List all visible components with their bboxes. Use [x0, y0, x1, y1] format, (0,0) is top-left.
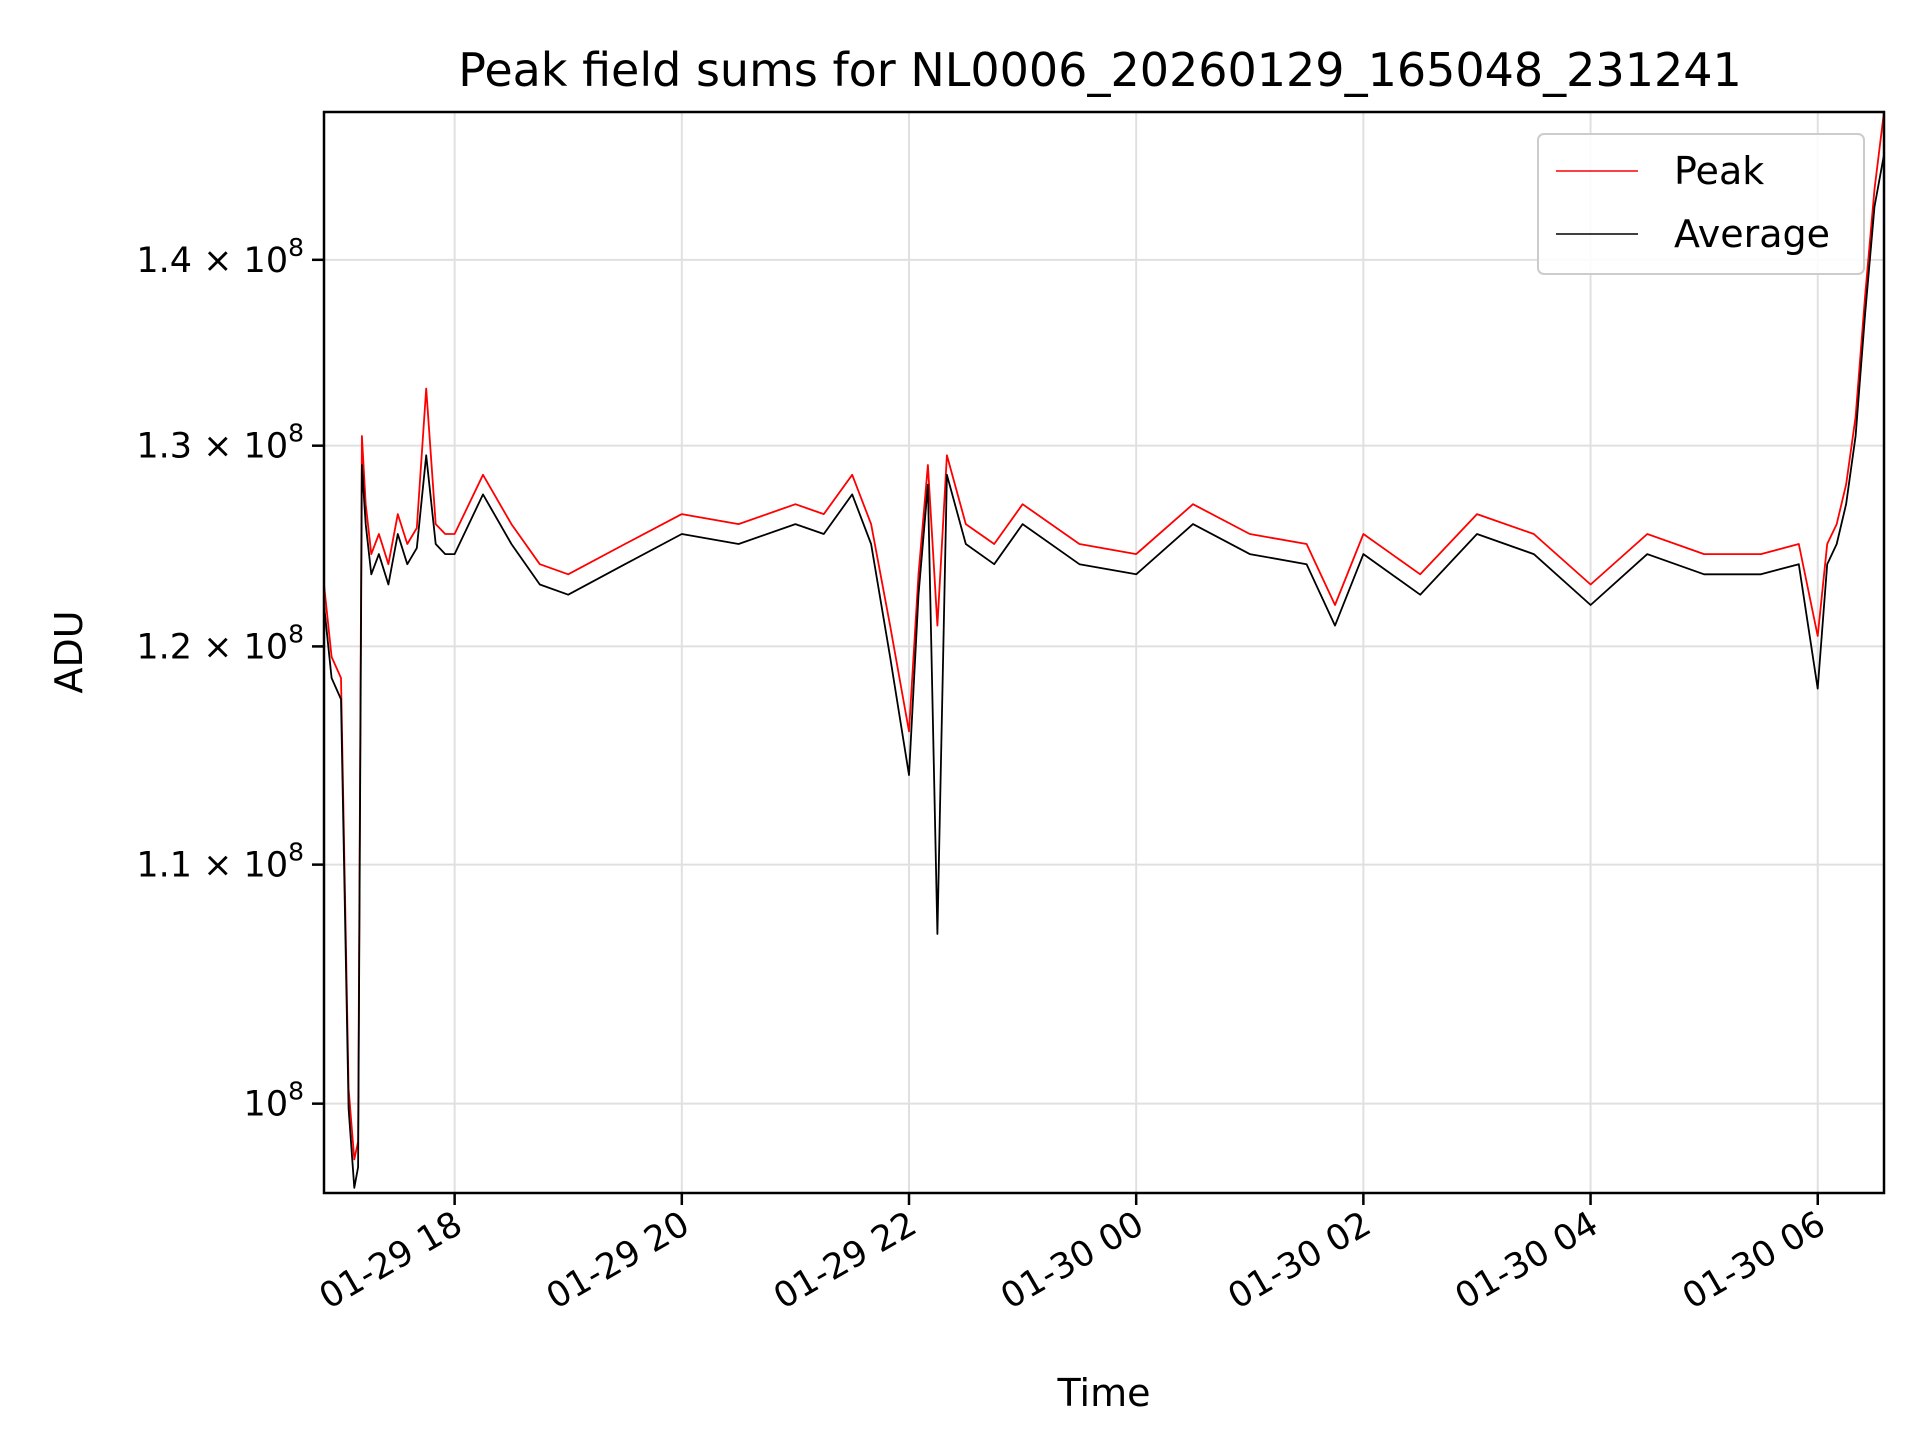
series-layer: [324, 112, 1884, 1189]
plot-area-frame: [322, 110, 1886, 1195]
series-line-peak: [324, 112, 1884, 1161]
series-line-average: [324, 154, 1884, 1189]
legend-box: [1537, 133, 1865, 275]
legend: Peak Average: [1537, 133, 1865, 275]
x-axis-label: Time: [1057, 1371, 1151, 1415]
y-axis-label: ADU: [47, 610, 91, 693]
y-tick-label: 1.4 × 108: [136, 233, 304, 281]
legend-label-peak: Peak: [1674, 149, 1764, 193]
chart-title: Peak field sums for NL0006_20260129_1650…: [458, 43, 1742, 97]
y-tick-label: 1.1 × 108: [136, 838, 304, 886]
y-tick-label: 108: [244, 1077, 304, 1125]
y-tick-label: 1.2 × 108: [136, 619, 304, 667]
y-tick-label: 1.3 × 108: [136, 419, 304, 467]
y-axis-ticks: 108 1.1 × 108 1.2 × 108 1.3 × 108 1.4 × 108: [136, 233, 324, 1125]
grid: [324, 112, 1884, 1193]
legend-label-average: Average: [1674, 212, 1830, 256]
